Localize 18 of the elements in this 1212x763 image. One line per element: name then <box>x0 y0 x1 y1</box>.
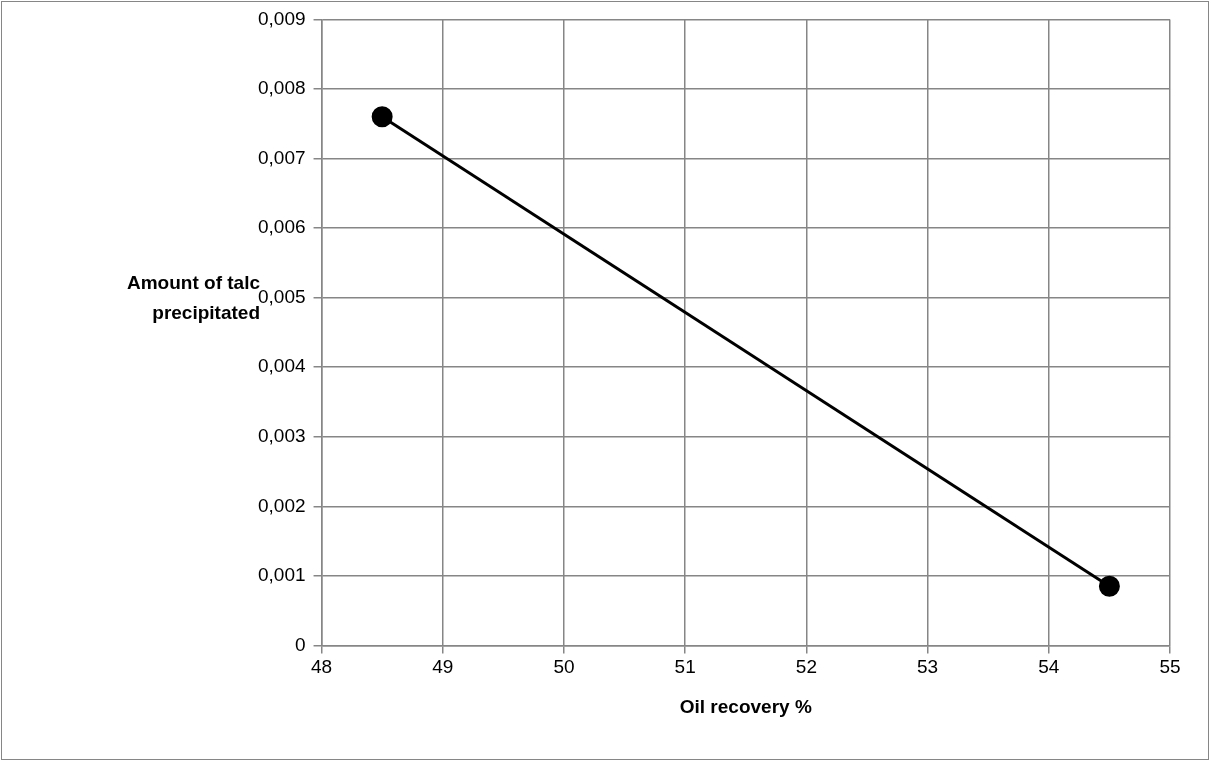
x-tick-label: 52 <box>795 656 817 678</box>
x-tick-label: 49 <box>432 656 454 678</box>
y-tick-label: 0,003 <box>258 424 306 446</box>
y-tick-label: 0,002 <box>258 494 306 516</box>
x-tick-label: 50 <box>553 656 575 678</box>
y-tick-label: 0,008 <box>258 77 306 99</box>
x-axis-title: Oil recovery % <box>679 695 812 717</box>
y-tick-label: 0,001 <box>258 564 306 586</box>
y-tick-label: 0,006 <box>258 216 306 238</box>
x-tick-label: 53 <box>917 656 939 678</box>
y-tick-label: 0,009 <box>258 7 306 29</box>
x-tick-label: 48 <box>310 656 333 678</box>
y-tick-label: 0,004 <box>258 355 306 377</box>
x-tick-label: 55 <box>1159 656 1181 678</box>
x-tick-label: 51 <box>674 656 696 678</box>
x-tick-label: 54 <box>1038 656 1060 678</box>
y-tick-label: 0 <box>294 633 306 655</box>
y-tick-label: 0,007 <box>258 146 306 168</box>
